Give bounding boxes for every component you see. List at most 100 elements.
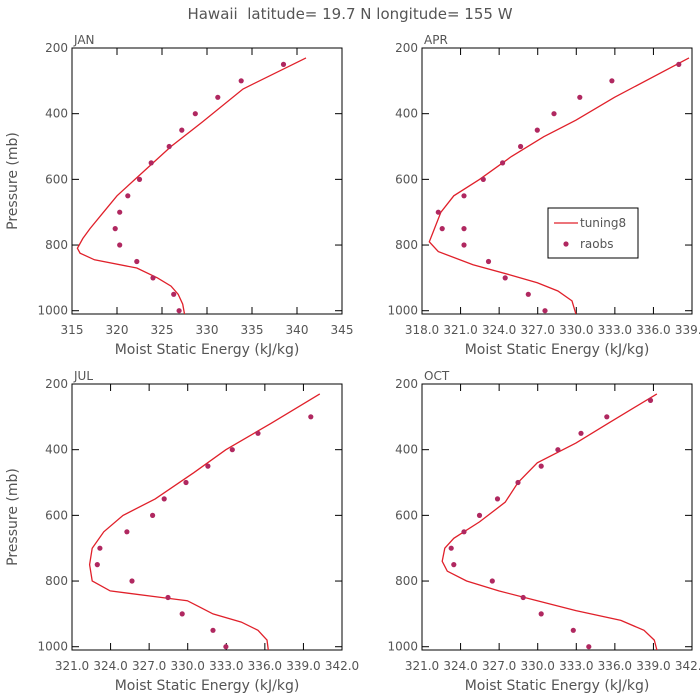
- x-tick-label: 315: [61, 323, 84, 337]
- x-tick-label: 321.0: [443, 323, 477, 337]
- data-point-raobs-jul: [179, 611, 185, 617]
- data-point-raobs-oct: [461, 529, 467, 535]
- data-point-raobs-jul: [183, 479, 189, 486]
- legend-box: [547, 207, 639, 259]
- plot-area-jul: [88, 393, 321, 650]
- x-tick-label: 345: [331, 323, 354, 337]
- x-tick-label: 335: [241, 323, 264, 337]
- data-point-raobs-jan: [125, 193, 131, 199]
- series-line-tuning8-jul: [88, 393, 321, 650]
- data-point-raobs-apr: [577, 94, 583, 100]
- y-tick-label: 600: [395, 508, 418, 522]
- x-tick-label: 330.0: [559, 323, 593, 337]
- chart-panel-apr: APR 318.0 321.0 324.0 327.0 330.0 333.0 336.0 33…: [387, 33, 700, 358]
- data-point-raobs-oct: [570, 627, 576, 633]
- x-tick-label: 336.0: [598, 659, 632, 673]
- data-point-raobs-jul: [223, 644, 229, 650]
- plot-frame-jul: [71, 383, 343, 651]
- data-point-raobs-apr: [480, 176, 486, 182]
- y-tick-label: 600: [395, 172, 418, 186]
- y-tick-label: 400: [395, 107, 418, 121]
- x-tick-label: 325: [151, 323, 174, 337]
- data-point-raobs-jan: [166, 143, 172, 150]
- data-point-raobs-jul: [161, 496, 167, 502]
- x-tick-label: 342.0: [325, 659, 359, 673]
- plot-area-oct: [441, 393, 658, 650]
- data-point-raobs-apr: [518, 143, 524, 150]
- y-axis-label-jul: Pressure (mb): [5, 468, 21, 566]
- data-point-raobs-jan: [112, 226, 118, 232]
- data-point-raobs-apr: [485, 258, 492, 265]
- data-point-raobs-oct: [515, 479, 521, 486]
- data-point-raobs-jan: [148, 160, 154, 166]
- y-tick-label: 600: [45, 172, 68, 186]
- x-tick-label: 336.0: [248, 659, 282, 673]
- y-tick-label: 400: [395, 443, 418, 457]
- x-tick-label: 324.0: [93, 659, 127, 673]
- chart-panels: JAN 315 320 325 330 335 340 345 200 400 600 800 1000…: [5, 33, 700, 694]
- plot-frame-oct: [421, 383, 693, 651]
- data-point-raobs-oct: [476, 512, 483, 519]
- data-point-raobs-jan: [280, 61, 287, 67]
- y-tick-label: 800: [45, 574, 68, 588]
- y-tick-label: 1000: [387, 640, 418, 654]
- y-axis-label-jan: Pressure (mb): [5, 132, 21, 230]
- x-tick-label: 321.0: [55, 659, 89, 673]
- data-point-raobs-jan: [171, 291, 177, 297]
- panel-title-oct: OCT: [424, 369, 450, 383]
- y-tick-label: 400: [45, 107, 68, 121]
- data-point-raobs-apr: [609, 78, 615, 84]
- x-tick-label: 333.0: [209, 659, 243, 673]
- data-point-raobs-oct: [578, 430, 584, 436]
- x-tick-label: 330.0: [171, 659, 205, 673]
- y-tick-label: 200: [45, 41, 68, 55]
- data-point-raobs-apr: [461, 242, 467, 248]
- data-point-raobs-oct: [647, 397, 654, 403]
- x-tick-label: 327.0: [521, 323, 555, 337]
- data-point-raobs-jul: [97, 545, 103, 551]
- data-point-raobs-jul: [94, 562, 100, 568]
- x-tick-label: 318.0: [405, 323, 439, 337]
- y-tick-label: 200: [45, 377, 68, 391]
- x-tick-label: 330.0: [521, 659, 555, 673]
- data-point-raobs-oct: [448, 545, 454, 551]
- data-point-raobs-jan: [215, 94, 221, 100]
- data-point-raobs-jan: [117, 242, 123, 248]
- data-point-raobs-jul: [124, 529, 130, 535]
- x-tick-label: 339.0: [636, 659, 670, 673]
- data-point-raobs-jul: [229, 447, 235, 453]
- y-tick-label: 1000: [37, 640, 68, 654]
- x-tick-label: 339.0: [286, 659, 320, 673]
- plot-area-apr: [428, 57, 690, 314]
- x-axis-label-apr: Moist Static Energy (kJ/kg): [465, 342, 650, 358]
- data-point-raobs-jan: [134, 258, 140, 265]
- data-point-raobs-apr: [461, 193, 467, 199]
- x-tick-label: 330: [196, 323, 219, 337]
- legend-label-marker: raobs: [580, 237, 614, 251]
- data-point-raobs-apr: [676, 61, 682, 67]
- data-point-raobs-apr: [502, 275, 508, 281]
- data-point-raobs-jul: [210, 627, 216, 633]
- plot-frame-apr: [421, 47, 693, 315]
- x-tick-label: 327.0: [482, 659, 516, 673]
- chart-panel-jul: JUL 321.0 324.0 327.0 330.0 333.0 336.0 339.0 34…: [5, 369, 359, 694]
- y-tick-label: 1000: [387, 304, 418, 318]
- chart-panel-jan: JAN 315 320 325 330 335 340 345 200 400 600 800 1000…: [5, 33, 353, 358]
- data-point-raobs-oct: [604, 414, 610, 420]
- data-point-raobs-apr: [534, 127, 540, 133]
- data-point-raobs-jan: [117, 209, 123, 215]
- data-point-raobs-jul: [150, 512, 156, 519]
- figure-title: Hawaii latitude= 19.7 N longitude= 155 W: [187, 5, 512, 23]
- data-point-raobs-apr: [551, 111, 557, 117]
- x-tick-label: 333.0: [598, 323, 632, 337]
- data-point-raobs-jan: [192, 111, 198, 117]
- x-axis-label-jul: Moist Static Energy (kJ/kg): [115, 678, 300, 694]
- data-point-raobs-apr: [435, 209, 441, 215]
- data-point-raobs-oct: [538, 611, 544, 617]
- data-point-raobs-oct: [489, 578, 495, 584]
- y-tick-label: 1000: [37, 304, 68, 318]
- data-point-raobs-oct: [586, 644, 592, 650]
- data-point-raobs-jan: [136, 176, 143, 182]
- data-point-raobs-oct: [494, 496, 501, 502]
- data-point-raobs-oct: [555, 447, 561, 453]
